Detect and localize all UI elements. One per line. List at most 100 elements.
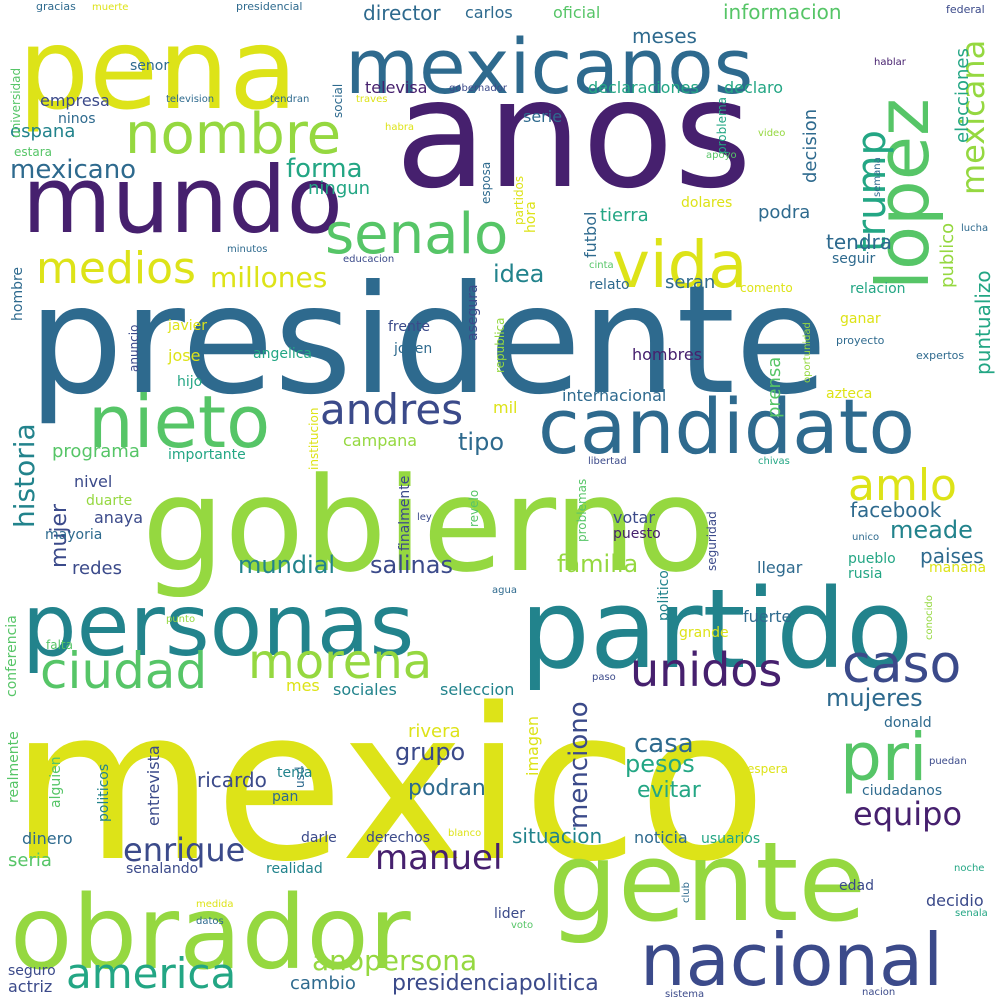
- cloud-word-hablar: hablar: [874, 57, 907, 68]
- cloud-word-politico: politico: [656, 570, 672, 621]
- cloud-word-senalo: senalo: [325, 202, 508, 267]
- cloud-word-gente: gente: [548, 818, 866, 946]
- cloud-word-paises: paises: [920, 544, 984, 568]
- cloud-word-informacion: informacion: [723, 0, 842, 24]
- cloud-word-seleccion: seleccion: [440, 680, 514, 699]
- cloud-word-agua: agua: [492, 585, 517, 596]
- cloud-word-apoyo: apoyo: [706, 150, 737, 161]
- cloud-word-donald: donald: [884, 715, 932, 731]
- cloud-word-manana: manana: [929, 560, 986, 576]
- cloud-word-presidencial: presidencial: [236, 0, 302, 13]
- cloud-word-oportunidad: oportunidad: [802, 322, 813, 383]
- cloud-word-partido: partido: [520, 565, 913, 693]
- cloud-word-vida: vida: [612, 229, 748, 303]
- cloud-word-sistema: sistema: [665, 989, 704, 1000]
- cloud-word-nacional: nacional: [640, 918, 943, 1000]
- cloud-word-mundo: mundo: [22, 147, 343, 254]
- cloud-word-ciudad: ciudad: [40, 642, 207, 700]
- cloud-word-social: social: [331, 84, 345, 118]
- cloud-word-edad: edad: [839, 878, 874, 894]
- cloud-word-voto: voto: [511, 920, 533, 931]
- cloud-word-evitar: evitar: [637, 778, 702, 803]
- cloud-word-conocido: conocido: [924, 595, 935, 640]
- cloud-word-mil: mil: [493, 398, 517, 417]
- cloud-word-hombre: hombre: [10, 267, 26, 321]
- cloud-word-proyecto: proyecto: [836, 334, 885, 347]
- cloud-word-salinas: salinas: [370, 551, 453, 579]
- cloud-word-mes: mes: [286, 676, 320, 695]
- cloud-word-punto: punto: [166, 614, 195, 625]
- cloud-word-seguir: seguir: [832, 251, 876, 267]
- cloud-word-ninos: ninos: [58, 111, 96, 127]
- cloud-word-datos: datos: [196, 916, 224, 927]
- cloud-word-senalando: senalando: [126, 861, 198, 877]
- cloud-word-declaro: declaro: [724, 78, 783, 97]
- cloud-word-nieto: nieto: [88, 380, 270, 464]
- cloud-word-morena: morena: [248, 634, 432, 690]
- cloud-word-televisa: televisa: [365, 78, 427, 97]
- cloud-word-personas: personas: [22, 576, 414, 676]
- cloud-word-javier: javier: [167, 318, 207, 334]
- cloud-word-caso: caso: [842, 635, 961, 695]
- cloud-word-mayoria: mayoria: [45, 527, 102, 543]
- cloud-word-politicos: politicos: [96, 764, 112, 822]
- cloud-word-lider: lider: [494, 906, 525, 922]
- cloud-word-nivel: nivel: [74, 472, 112, 491]
- cloud-word-carlos: carlos: [465, 3, 513, 22]
- cloud-word-puntualizo: puntualizo: [971, 270, 995, 375]
- cloud-word-prensa: prensa: [764, 357, 785, 418]
- cloud-word-sociales: sociales: [333, 680, 397, 699]
- cloud-word-idea: idea: [493, 260, 544, 288]
- cloud-word-publico: publico: [937, 223, 958, 288]
- cloud-word-nacion: nacion: [862, 987, 895, 998]
- cloud-word-estara: estara: [14, 145, 52, 159]
- cloud-word-pesos: pesos: [625, 750, 695, 778]
- cloud-word-futbol: futbol: [581, 212, 600, 258]
- cloud-word-mujeres: mujeres: [826, 684, 923, 712]
- cloud-word-partidos: partidos: [512, 176, 526, 225]
- cloud-word-puesto: puesto: [613, 526, 661, 542]
- cloud-word-podra: podra: [758, 202, 810, 223]
- cloud-word-esposa: esposa: [479, 162, 493, 204]
- cloud-word-noche: noche: [954, 863, 984, 874]
- cloud-word-amlo: amlo: [848, 460, 957, 511]
- cloud-word-mujer: mujer: [47, 503, 72, 568]
- cloud-word-hora: hora: [523, 201, 539, 233]
- cloud-word-conferencia: conferencia: [4, 615, 20, 697]
- cloud-word-relato: relato: [589, 277, 630, 293]
- cloud-word-ricardo: ricardo: [197, 768, 267, 792]
- cloud-word-declaraciones: declaraciones: [588, 78, 699, 97]
- cloud-word-falta: falta: [46, 638, 73, 652]
- cloud-word-seguro: seguro: [8, 963, 56, 979]
- cloud-word-ley: ley: [417, 512, 432, 523]
- cloud-word-trump: trump: [849, 130, 895, 252]
- cloud-word-chivas: chivas: [758, 456, 790, 467]
- cloud-word-realmente: realmente: [6, 731, 22, 803]
- cloud-word-seguridad: seguridad: [705, 511, 719, 571]
- cloud-word-federal: federal: [946, 3, 985, 16]
- cloud-word-forma: forma: [286, 154, 363, 184]
- cloud-word-facebook: facebook: [850, 498, 942, 522]
- cloud-word-equipo: equipo: [853, 795, 962, 833]
- cloud-word-ganar: ganar: [840, 311, 881, 327]
- cloud-word-campana: campana: [343, 431, 417, 450]
- cloud-word-alguien: alguien: [48, 756, 64, 808]
- cloud-word-blanco: blanco: [448, 828, 481, 839]
- cloud-word-universidad: universidad: [9, 68, 23, 138]
- cloud-word-manuel: manuel: [375, 838, 502, 878]
- cloud-word-serie: serie: [523, 107, 562, 126]
- cloud-word-director: director: [363, 1, 441, 25]
- cloud-word-relacion: relacion: [850, 281, 906, 297]
- cloud-word-seran: seran: [665, 272, 715, 293]
- cloud-word-importante: importante: [168, 447, 246, 463]
- cloud-word-derechos: derechos: [366, 830, 430, 846]
- cloud-word-andres: andres: [320, 385, 463, 434]
- cloud-word-votar: votar: [613, 508, 655, 527]
- cloud-word-puedan: puedan: [929, 756, 967, 767]
- cloud-word-gracias: gracias: [36, 0, 76, 13]
- cloud-word-dinero: dinero: [22, 829, 73, 848]
- cloud-word-institucion: institucion: [307, 408, 321, 470]
- cloud-word-mexicano: mexicano: [10, 155, 136, 185]
- cloud-word-hijo: hijo: [177, 374, 202, 390]
